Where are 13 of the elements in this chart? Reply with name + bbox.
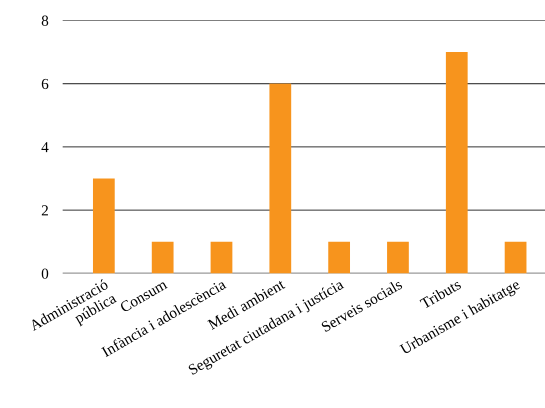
bar xyxy=(504,242,526,274)
y-tick-label: 0 xyxy=(42,268,48,279)
bar xyxy=(446,52,468,274)
bar xyxy=(269,84,292,274)
y-tick-label: 8 xyxy=(42,16,48,26)
y-tick-label: 6 xyxy=(42,78,48,90)
bar xyxy=(152,242,174,274)
y-tick-label: 2 xyxy=(42,205,48,216)
bar xyxy=(328,242,350,274)
bar xyxy=(387,242,409,274)
y-tick-label: 4 xyxy=(41,142,49,152)
bar xyxy=(92,178,115,274)
bar xyxy=(210,242,232,274)
